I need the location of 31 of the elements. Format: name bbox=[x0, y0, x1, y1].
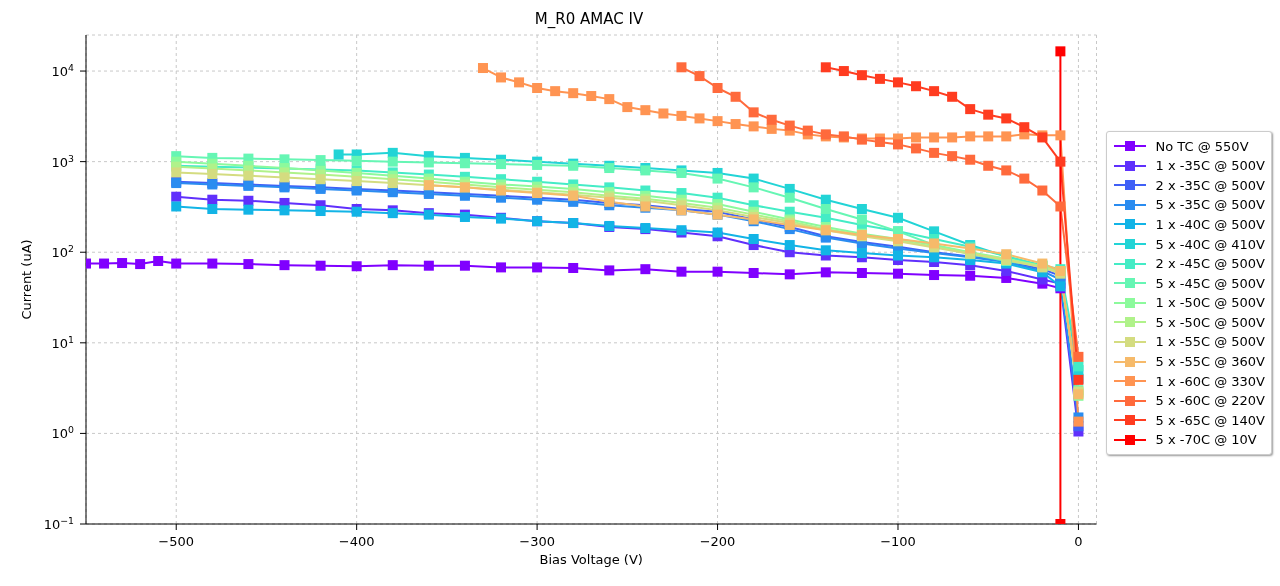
x-tick-label: −300 bbox=[519, 534, 555, 549]
x-tick-label: 0 bbox=[1074, 534, 1083, 549]
y-tick-label: 10$^{3}$ bbox=[51, 152, 75, 170]
legend-label: 5 x -70C @ 10V bbox=[1155, 432, 1257, 448]
legend-label: 2 x -45C @ 500V bbox=[1155, 256, 1265, 272]
x-tick-label: −400 bbox=[338, 534, 375, 549]
legend-label: 2 x -35C @ 500V bbox=[1155, 177, 1265, 193]
legend-label: 5 x -60C @ 220V bbox=[1155, 393, 1265, 409]
legend-label: No TC @ 550V bbox=[1155, 138, 1249, 154]
legend-label: 1 x -50C @ 500V bbox=[1155, 295, 1265, 311]
legend-label: 5 x -65C @ 140V bbox=[1155, 412, 1265, 428]
legend-label: 1 x -55C @ 500V bbox=[1155, 334, 1265, 350]
legend-label: 5 x -35C @ 500V bbox=[1155, 197, 1265, 213]
y-tick-label: 10$^{1}$ bbox=[51, 333, 75, 351]
legend-label: 5 x -40C @ 410V bbox=[1155, 236, 1265, 252]
y-tick-label: 10$^{0}$ bbox=[51, 423, 75, 442]
x-tick-label: −100 bbox=[880, 534, 916, 549]
legend-label: 5 x -55C @ 360V bbox=[1155, 354, 1265, 370]
x-tick-label: −500 bbox=[158, 534, 195, 549]
legend-label: 5 x -45C @ 500V bbox=[1155, 275, 1265, 291]
legend-label: 5 x -50C @ 500V bbox=[1155, 314, 1265, 330]
y-tick-label: 10$^{2}$ bbox=[51, 242, 75, 261]
chart-title: M_R0 AMAC IV bbox=[533, 10, 645, 28]
x-axis-title: Bias Voltage (V) bbox=[539, 552, 643, 567]
y-axis-title: Current (uA) bbox=[18, 239, 34, 320]
x-tick-label: −200 bbox=[699, 534, 736, 549]
legend-label: 1 x -60C @ 330V bbox=[1155, 373, 1265, 389]
legend-label: 1 x -40C @ 500V bbox=[1155, 216, 1265, 232]
y-tick-label: 10$^{−1}$ bbox=[43, 514, 75, 532]
legend-label: 1 x -35C @ 500V bbox=[1155, 158, 1265, 174]
y-tick-label: 10$^{4}$ bbox=[51, 61, 75, 80]
